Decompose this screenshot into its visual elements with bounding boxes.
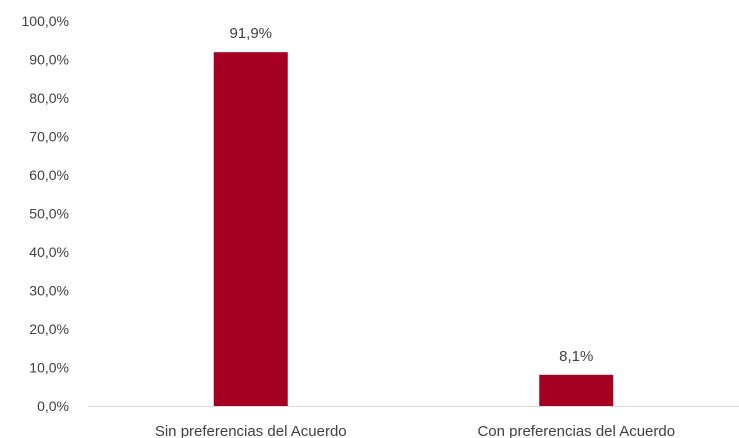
y-tick-label: 0,0% xyxy=(37,398,69,414)
category-label: Con preferencias del Acuerdo xyxy=(477,423,675,438)
y-tick-label: 40,0% xyxy=(29,244,69,260)
y-tick-label: 50,0% xyxy=(29,206,69,222)
data-label: 91,9% xyxy=(229,25,272,42)
category-label: Sin preferencias del Acuerdo xyxy=(155,423,347,438)
bar xyxy=(539,374,614,406)
y-tick-label: 90,0% xyxy=(29,52,69,68)
y-tick-label: 30,0% xyxy=(29,283,69,299)
y-tick-label: 60,0% xyxy=(29,167,69,183)
bar xyxy=(213,52,288,407)
y-axis-ticks: 0,0% 10,0% 20,0% 30,0% 40,0% 50,0% 60,0% 70,0% 8… xyxy=(22,13,69,414)
category-labels: Sin preferencias del Acuerdo Con preferen… xyxy=(155,423,675,438)
data-label: 8,1% xyxy=(559,348,593,365)
data-labels: 91,9% 8,1% xyxy=(229,25,593,365)
y-tick-label: 10,0% xyxy=(29,360,69,376)
y-tick-label: 20,0% xyxy=(29,321,69,337)
y-tick-label: 70,0% xyxy=(29,129,69,145)
y-tick-label: 100,0% xyxy=(22,13,69,29)
bars xyxy=(213,52,614,407)
y-tick-label: 80,0% xyxy=(29,90,69,106)
